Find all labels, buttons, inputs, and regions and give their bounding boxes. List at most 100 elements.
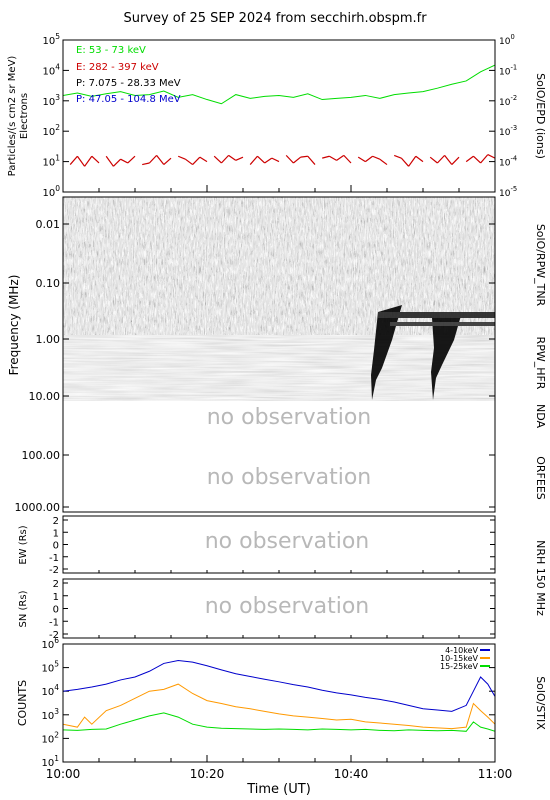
epd-e-high-segment [156,155,165,165]
stix-y-tick-label: 104 [41,683,59,698]
stix-y-tick-label: 103 [41,707,59,722]
nrh-sn-y-tick-label: -1 [49,617,59,628]
epd-legend-p-high: P: 7.075 - 28.33 MeV [76,78,181,89]
nrh-ew-panel: 21 0-1-2 no observation EW (Rs) [18,515,496,576]
nrh-ew-y-tick-label: 1 [53,528,59,539]
epd-e-high-segment [142,162,150,166]
epd-e-high-segment [249,155,258,165]
nda-right-label: NDA [534,404,547,429]
epd-e-high-segment [300,155,308,158]
stix-x-tick-label: 10:40 [334,767,369,781]
epd-e-high-segment [112,158,122,167]
stix-right-label: SolO/STIX [534,676,547,730]
epd-x-ticks [62,185,496,192]
stix-series-lines [63,659,495,732]
nrh-ew-y-ticks: 21 0-1-2 [49,516,496,576]
epd-y-tick-label: 103 [42,93,60,108]
epd-e-high-segment [192,156,201,165]
epd-y-tick-label: 100 [42,184,60,199]
epd-e-high-segment [465,155,474,163]
epd-y-tick-label: 105 [42,32,60,47]
epd-series-lines [63,64,495,167]
nda-no-observation: no observation [207,405,372,430]
radio-panel: no observation no observation 0.01 0.10 1.… [7,196,547,514]
stix-y-tick-label: 102 [41,730,59,745]
nrh-ew-y-tick-label: -2 [49,565,59,576]
radio-y-tick-label: 1000.00 [15,501,61,514]
epd-e-high-segment [451,156,460,165]
epd-e-high-segment [393,154,402,159]
epd-e-high-segment [293,156,301,164]
orfees-no-observation: no observation [207,465,372,490]
epd-e-high-segment [271,157,280,163]
epd-e-high-segment [69,155,78,165]
stix-legend-label: 10-15keV [440,654,479,663]
epd-e-high-segment [487,154,495,159]
radio-no-obs-area [63,401,495,512]
epd-frame [62,39,496,193]
nrh-sn-y-tick-label: 1 [53,592,59,603]
stix-y-tick-label: 106 [41,636,59,651]
stix-x-tick-label: 11:00 [478,767,513,781]
epd-e-high-segment [436,154,446,164]
stix-x-ticks: 10:00 10:20 10:40 11:00 [46,755,513,781]
radio-burst-features [371,305,495,400]
stix-x-tick-label: 10:00 [46,767,81,781]
radio-frame [62,196,496,513]
epd-e-high-segment [307,155,316,165]
epd-e-high-segment [235,156,244,161]
nrh-sn-y-tick-label: 0 [53,605,59,616]
epd-y2-tick-label: 100 [499,33,515,47]
radio-y-label: Frequency (MHz) [7,275,21,376]
epd-e-high-segment [444,155,453,165]
epd-e-high-segment [120,158,129,164]
nrh-ew-no-observation: no observation [205,529,370,554]
stix-legend-label: 15-25keV [440,662,479,671]
hfr-right-label: RPW_HFR [534,337,547,390]
nrh-ew-y-tick-label: 2 [53,516,59,527]
epd-legend-p-low: P: 47.05 - 104.8 MeV [76,94,181,105]
epd-e-high-segment [213,155,222,164]
epd-e-high-segment [400,157,410,167]
stix-frame [62,643,496,763]
radio-y-tick-label: 0.01 [36,218,61,231]
epd-e-high-segment [264,157,273,164]
epd-y2-ticks: 10-5 10-4 10-3 10-2 10-1 100 [489,33,517,199]
epd-e-high-segment [199,156,208,163]
epd-e-high-segment [285,154,294,164]
epd-e-high-segment [148,154,158,164]
epd-e-high-segment [365,155,373,163]
epd-series-line [63,64,495,105]
stix-y-tick-label: 105 [41,660,59,675]
nrh-sn-no-observation: no observation [205,594,370,619]
epd-y-label-species: Electrons [19,93,30,139]
radio-y-tick-label: 0.10 [36,277,61,290]
epd-y-tick-label: 101 [42,154,60,169]
epd-e-high-segment [336,154,345,161]
radio-y-tick-label: 10.00 [29,390,61,403]
stix-series-line [63,659,495,712]
epd-e-high-segment [415,155,424,163]
epd-y-tick-label: 102 [42,123,60,138]
epd-legend: E: 53 - 73 keV E: 282 - 397 keV P: 7.075… [76,45,181,105]
epd-y-ticks: 100 101 102 103 104 105 [42,32,69,199]
nrh-sn-y-tick-label: 2 [53,579,59,590]
nrh-right-label: NRH 150 MHz [534,540,547,616]
epd-e-high-segment [329,155,337,161]
nrh-ew-y-tick-label: -1 [49,553,59,564]
epd-e-high-segment [228,154,237,161]
tnr-right-label: SolO/RPW_TNR [534,224,547,307]
epd-e-high-segment [472,155,482,164]
hfr-spectrogram [63,335,495,401]
epd-e-high-segment [220,154,230,164]
epd-e-high-segment [177,155,186,160]
epd-e-high-segment [480,154,489,164]
epd-y2-tick-label: 10-5 [499,185,517,199]
epd-e-high-segment [91,155,100,164]
epd-y2-tick-label: 10-1 [499,63,517,77]
figure-title: Survey of 25 SEP 2024 from secchirh.obsp… [123,11,427,26]
radio-y-tick-label: 1.00 [36,333,61,346]
